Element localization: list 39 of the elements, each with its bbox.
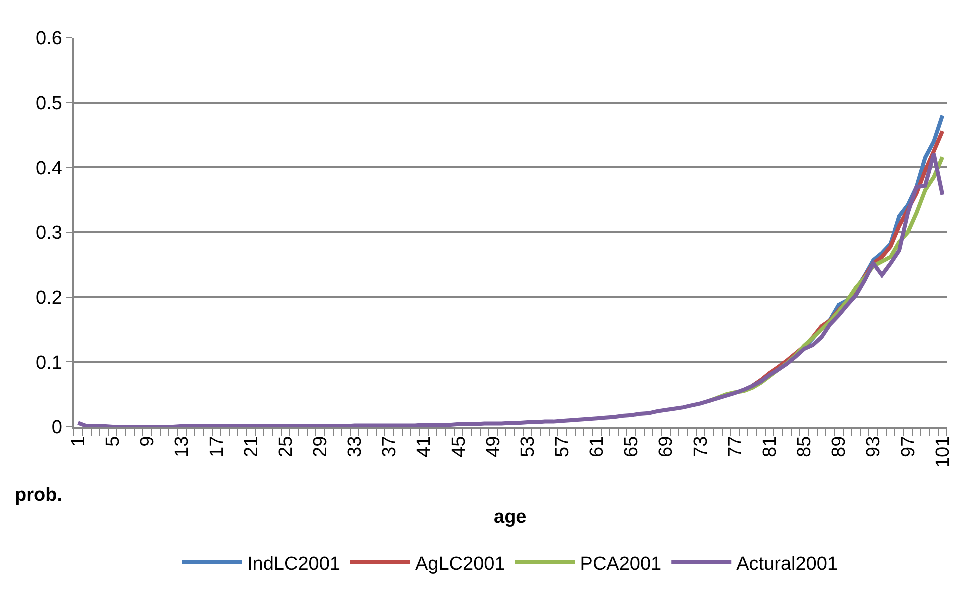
legend-label: Actural2001	[736, 554, 838, 575]
x-tick-label: 25	[276, 436, 297, 458]
x-tick-label: 5	[103, 436, 124, 447]
x-axis-title: age	[494, 507, 527, 528]
x-tick-label: 21	[241, 436, 262, 458]
x-tick-label: 45	[448, 436, 470, 458]
y-tick-label: 0	[52, 418, 62, 439]
x-tick-label: 53	[518, 436, 539, 458]
x-tick-label: 49	[483, 436, 504, 458]
x-tick-label: 57	[552, 436, 574, 458]
x-tick-label: 17	[206, 436, 228, 458]
x-tick-label: 1	[68, 436, 90, 447]
legend-label: IndLC2001	[248, 554, 340, 575]
y-tick-label: 0.5	[36, 93, 62, 114]
y-tick-label: 0.2	[36, 288, 62, 309]
legend-label: PCA2001	[580, 554, 662, 575]
x-tick-label: 89	[829, 436, 850, 458]
x-tick-label: 29	[310, 436, 332, 458]
x-tick-label: 65	[622, 436, 643, 458]
legend-label: AgLC2001	[415, 554, 506, 575]
y-axis-title: prob.	[15, 485, 62, 506]
x-tick-label: 93	[864, 436, 885, 458]
x-tick-label: 73	[690, 436, 712, 458]
x-tick-label: 41	[414, 436, 436, 458]
x-tick-label: 85	[794, 436, 816, 458]
x-tick-label: 61	[587, 436, 608, 458]
x-tick-label: 77	[725, 436, 746, 458]
x-tick-label: 13	[172, 436, 194, 458]
x-tick-label: 69	[656, 436, 678, 458]
x-tick-label: 37	[380, 436, 401, 458]
x-tick-label: 33	[345, 436, 366, 458]
x-tick-label: 9	[138, 436, 159, 447]
y-tick-label: 0.6	[36, 28, 62, 50]
x-tick-label: 97	[898, 436, 920, 458]
x-tick-label: 81	[760, 436, 781, 458]
y-tick-label: 0.1	[36, 352, 62, 374]
y-tick-label: 0.3	[36, 223, 62, 244]
y-tick-label: 0.4	[36, 158, 63, 180]
x-tick-label: 101	[932, 436, 954, 468]
